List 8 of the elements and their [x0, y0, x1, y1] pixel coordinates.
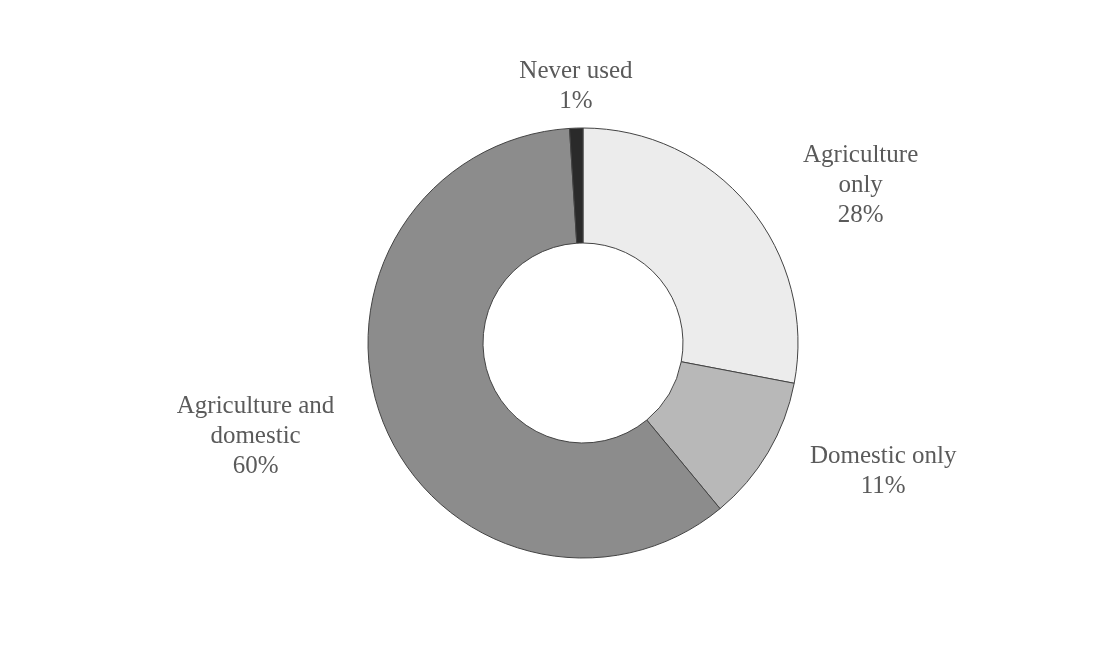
data-label: 28%	[837, 199, 884, 227]
data-label: 1%	[559, 86, 593, 113]
slice-label: Agriculture only	[803, 139, 919, 197]
data-label: 60%	[232, 451, 279, 479]
slice-label: Agriculture and domestic	[176, 391, 335, 449]
data-label: 11%	[860, 471, 906, 499]
slice-label: Domestic only	[809, 441, 957, 469]
slice-label: Never used	[519, 56, 633, 83]
